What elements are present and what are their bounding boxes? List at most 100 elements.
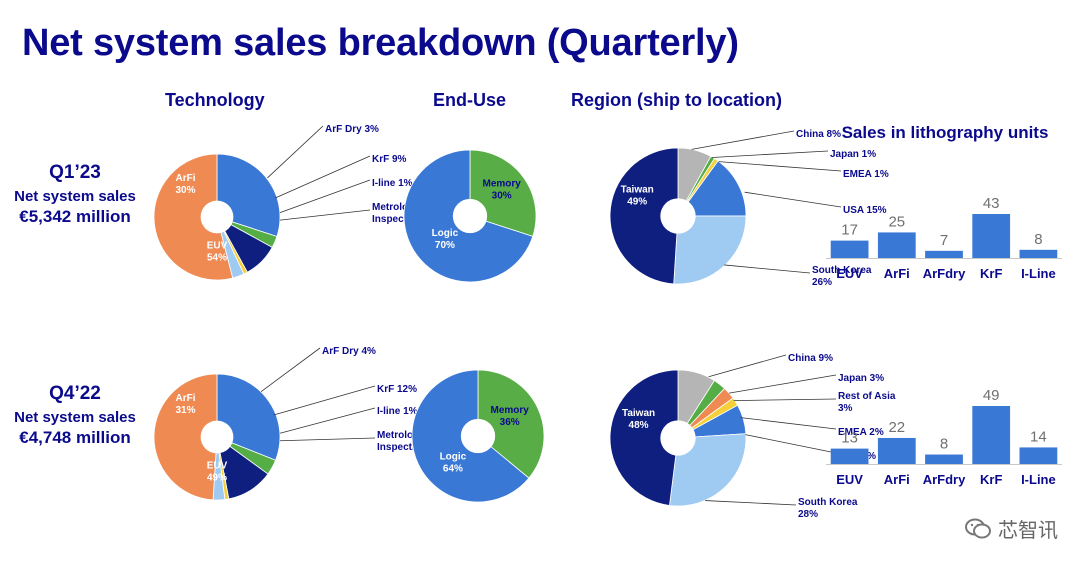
bar-arfi xyxy=(877,232,916,258)
leader-line-emea xyxy=(718,161,842,172)
watermark-text: 芯智讯 xyxy=(998,520,1058,542)
pie-slice-taiwan xyxy=(609,147,679,285)
bar-category-label: ArFdry xyxy=(923,266,966,281)
technology-pie-q1-23: ArFi 30%ArF Dry 3%KrF 9%I-line 1%Metrolog… xyxy=(153,124,439,281)
bar-category-label: ArFi xyxy=(884,266,910,281)
bar-value-label: 17 xyxy=(841,222,858,239)
bar-value-label: 43 xyxy=(983,195,1000,212)
pie-label-emea: EMEA 2% xyxy=(838,427,884,438)
pie-label-arfi: ArFi 30% xyxy=(175,173,195,196)
pie-label-china: China 9% xyxy=(788,353,833,364)
row-label-q1-23: Q1’23 Net system sales €5,342 million xyxy=(0,162,150,227)
leader-line-metrology-inspection xyxy=(279,209,371,221)
bar-krf xyxy=(972,406,1011,464)
pie-label-emea: EMEA 1% xyxy=(843,169,889,180)
bar-arfi xyxy=(877,437,916,464)
pie-center-hole xyxy=(460,418,496,454)
leader-line-krf xyxy=(273,385,376,416)
pie-label-logic: Logic 70% xyxy=(432,228,459,251)
leader-line-rest-of-asia xyxy=(733,398,837,401)
pie-center-hole xyxy=(660,420,696,456)
bar-arfdry xyxy=(925,454,963,464)
pie-label-arf-dry: ArF Dry 3% xyxy=(325,124,379,135)
region-pie-q1-23: China 8% Japan 1% EMEA 1% USA 15% South Kore… xyxy=(609,129,889,288)
bar-category-label: I-Line xyxy=(1021,266,1056,281)
bar-value-label: 13 xyxy=(841,430,858,447)
pie-label-rest-of-asia: Rest of Asia 3% xyxy=(838,391,896,414)
bar-krf xyxy=(972,214,1011,258)
net-system-sales-label: Net system sales xyxy=(14,188,136,205)
bar-value-label: 49 xyxy=(983,387,1000,404)
bar-i-line xyxy=(1019,447,1058,464)
pie-label-krf: KrF 9% xyxy=(372,154,407,165)
bar-value-label: 14 xyxy=(1030,428,1047,445)
pie-label-memory: Memory 30% xyxy=(483,179,522,202)
pie-label-euv: EUV 54% xyxy=(207,241,228,264)
pie-label-taiwan: Taiwan 49% xyxy=(621,185,654,208)
leader-line-arf-dry xyxy=(267,125,324,179)
pie-slice-south-korea xyxy=(673,215,747,285)
bar-category-label: KrF xyxy=(980,266,1002,281)
pie-label-euv: EUV 49% xyxy=(207,461,228,484)
pie-label-memory: Memory 36% xyxy=(491,405,530,428)
region-column-title: Region (ship to location) xyxy=(571,90,782,110)
bar-euv xyxy=(830,240,869,258)
pie-label-japan: Japan 1% xyxy=(830,149,876,160)
leader-line-usa xyxy=(744,191,842,208)
pie-center-hole xyxy=(452,198,488,234)
pie-label-south-korea: South Korea 28% xyxy=(798,497,858,520)
watermark: 芯智讯 xyxy=(964,514,1058,543)
bar-category-label: KrF xyxy=(980,472,1002,487)
pie-label-i-line: I-line 1% xyxy=(372,178,413,189)
leader-line-japan xyxy=(711,150,829,158)
leader-line-south-korea xyxy=(724,264,811,274)
pie-label-south-korea: South Korea 26% xyxy=(812,265,872,288)
page-title: Net system sales breakdown (Quarterly) xyxy=(22,22,739,64)
pie-center-hole xyxy=(660,198,696,234)
bar-arfdry xyxy=(925,250,963,258)
bar-category-label: EUV xyxy=(836,472,863,487)
bar-value-label: 8 xyxy=(1034,231,1042,248)
pie-slice-taiwan xyxy=(609,369,679,506)
leader-line-japan xyxy=(728,374,837,394)
pie-center-hole xyxy=(200,420,234,454)
pie-label-i-line: I-line 1% xyxy=(377,406,418,417)
pie-slice-euv xyxy=(153,153,234,281)
bar-category-label: EUV xyxy=(836,266,863,281)
net-system-sales-label: Net system sales xyxy=(14,409,136,426)
pie-label-logic: Logic 64% xyxy=(440,451,467,474)
quarter-label: Q4’22 xyxy=(49,383,101,404)
end-use-column-title: End-Use xyxy=(433,90,507,110)
pie-label-china: China 8% xyxy=(796,129,841,140)
net-system-sales-amount: €5,342 million xyxy=(19,207,131,226)
leader-line-metrology-inspection xyxy=(279,437,376,442)
leader-line-i-line xyxy=(279,407,376,434)
end-use-pie-q1-23: Memory 30% Logic 70% xyxy=(403,149,537,283)
pie-label-taiwan: Taiwan 48% xyxy=(622,408,655,431)
pie-slice-usa xyxy=(677,160,747,217)
lithography-units-bar-chart-q4-22: 13 EUV 22 ArFi 8 ArFdry 49 KrF 14 I-Line xyxy=(826,387,1062,487)
pie-label-usa: USA 15% xyxy=(843,205,887,216)
bar-value-label: 22 xyxy=(888,419,905,436)
lithography-units-title: Sales in lithography units xyxy=(841,123,1049,142)
quarter-label: Q1’23 xyxy=(49,162,101,183)
leader-line-china xyxy=(691,130,795,150)
pie-label-arf-dry: ArF Dry 4% xyxy=(322,346,376,357)
pie-label-krf: KrF 12% xyxy=(377,384,417,395)
wechat-icon xyxy=(965,518,991,538)
bar-i-line xyxy=(1019,249,1058,258)
bar-category-label: ArFdry xyxy=(923,472,966,487)
row-label-q4-22: Q4’22 Net system sales €4,748 million xyxy=(0,383,150,448)
pie-label-metrology-inspection: Metrology &Inspection 3% xyxy=(377,430,444,453)
leader-line-i-line xyxy=(279,179,371,213)
pie-label-japan: Japan 3% xyxy=(838,373,884,384)
leader-line-south-korea xyxy=(705,500,797,506)
bar-value-label: 7 xyxy=(940,232,948,249)
pie-slice-euv xyxy=(153,373,218,501)
leader-line-china xyxy=(708,354,787,378)
pie-center-hole xyxy=(200,200,234,234)
bar-euv xyxy=(830,448,869,464)
bar-category-label: ArFi xyxy=(884,472,910,487)
end-use-pie-q4-22: Memory 36% Logic 64% xyxy=(411,369,545,503)
